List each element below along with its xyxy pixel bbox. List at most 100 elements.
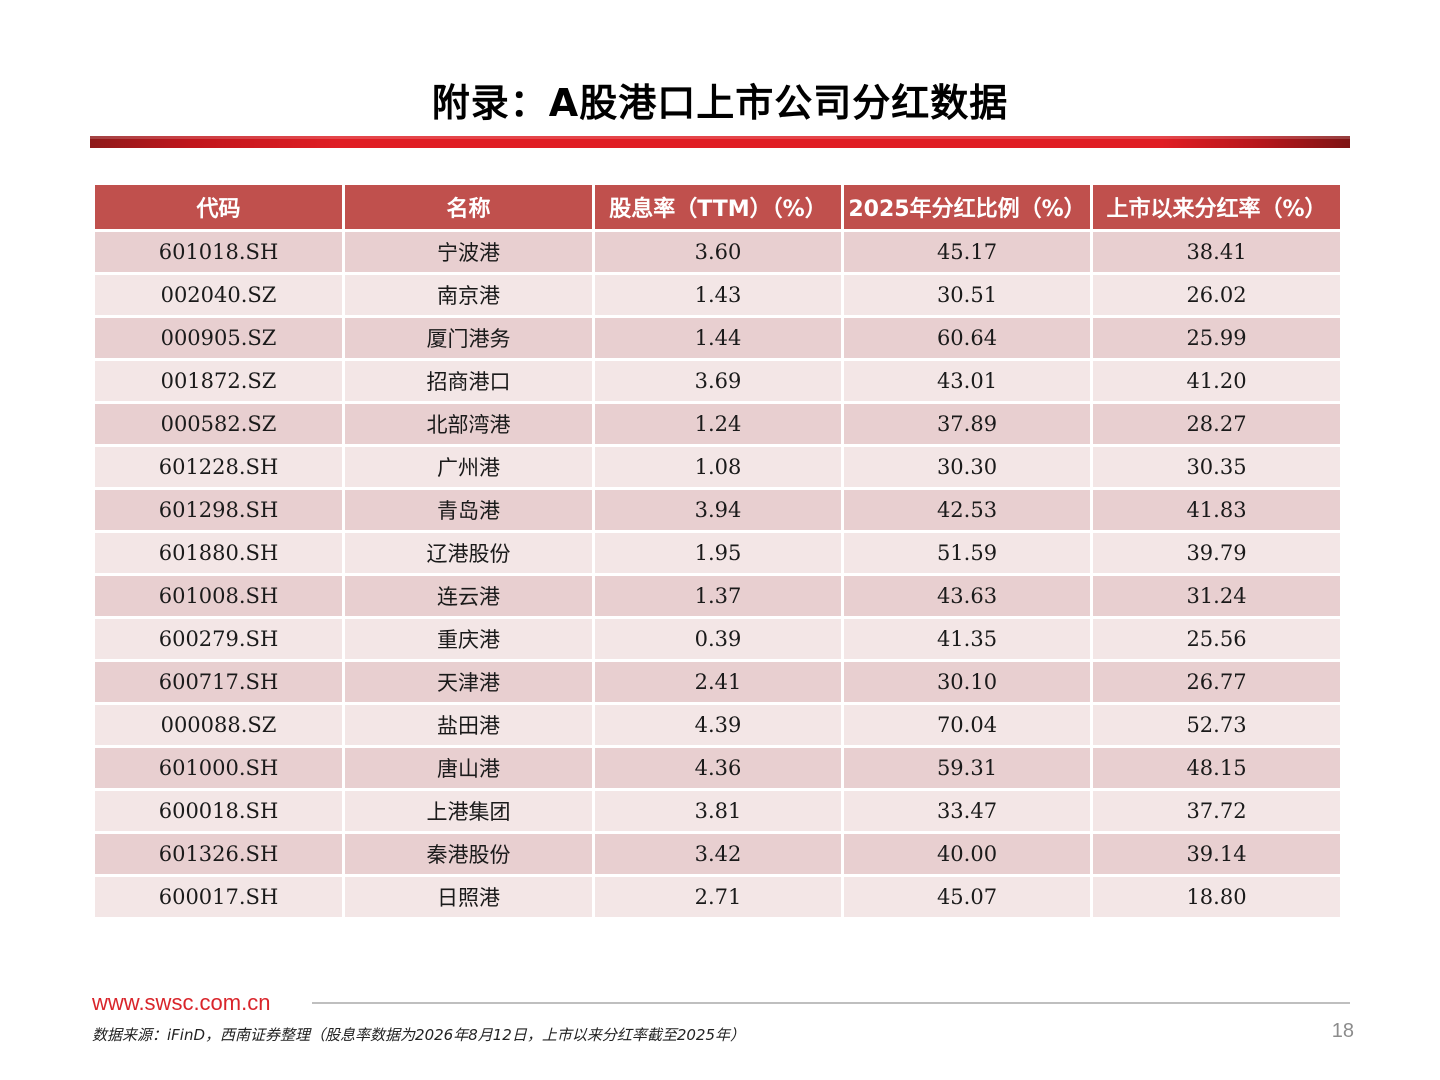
cell-name: 青岛港 [342, 487, 595, 533]
cell-payout-2025: 70.04 [841, 702, 1093, 748]
footer-divider [312, 1002, 1350, 1004]
cell-name: 重庆港 [342, 616, 595, 662]
cell-dividend-yield: 1.24 [592, 401, 844, 447]
cell-payout-since-listing: 39.14 [1090, 831, 1343, 877]
cell-name: 连云港 [342, 573, 595, 619]
cell-name: 天津港 [342, 659, 595, 705]
cell-code: 001872.SZ [92, 358, 345, 404]
cell-payout-2025: 51.59 [841, 530, 1093, 576]
cell-payout-since-listing: 25.56 [1090, 616, 1343, 662]
table-row: 002040.SZ 南京港 1.43 30.51 26.02 [92, 272, 1343, 318]
table-row: 000088.SZ 盐田港 4.39 70.04 52.73 [92, 702, 1343, 748]
header-payout-2025: 2025年分红比例（%） [841, 182, 1093, 232]
cell-payout-2025: 41.35 [841, 616, 1093, 662]
cell-payout-since-listing: 48.15 [1090, 745, 1343, 791]
cell-code: 601326.SH [92, 831, 345, 877]
cell-name: 广州港 [342, 444, 595, 490]
cell-payout-since-listing: 26.77 [1090, 659, 1343, 705]
cell-dividend-yield: 4.39 [592, 702, 844, 748]
cell-name: 秦港股份 [342, 831, 595, 877]
cell-payout-since-listing: 18.80 [1090, 874, 1343, 920]
cell-dividend-yield: 1.43 [592, 272, 844, 318]
dividend-table: 代码 名称 股息率（TTM）（%） 2025年分红比例（%） 上市以来分红率（%… [92, 182, 1343, 920]
cell-payout-since-listing: 26.02 [1090, 272, 1343, 318]
cell-payout-since-listing: 52.73 [1090, 702, 1343, 748]
cell-payout-2025: 43.01 [841, 358, 1093, 404]
cell-code: 000905.SZ [92, 315, 345, 361]
cell-payout-2025: 30.51 [841, 272, 1093, 318]
cell-payout-since-listing: 31.24 [1090, 573, 1343, 619]
table-row: 601326.SH 秦港股份 3.42 40.00 39.14 [92, 831, 1343, 877]
cell-dividend-yield: 3.60 [592, 229, 844, 275]
cell-name: 日照港 [342, 874, 595, 920]
cell-payout-since-listing: 41.83 [1090, 487, 1343, 533]
cell-dividend-yield: 4.36 [592, 745, 844, 791]
cell-dividend-yield: 1.08 [592, 444, 844, 490]
cell-code: 601018.SH [92, 229, 345, 275]
cell-code: 601228.SH [92, 444, 345, 490]
cell-code: 601880.SH [92, 530, 345, 576]
cell-name: 唐山港 [342, 745, 595, 791]
website-url: www.swsc.com.cn [92, 990, 271, 1015]
cell-dividend-yield: 3.94 [592, 487, 844, 533]
cell-dividend-yield: 1.95 [592, 530, 844, 576]
table-row: 001872.SZ 招商港口 3.69 43.01 41.20 [92, 358, 1343, 404]
title-underline-bar [90, 136, 1350, 148]
table-row: 600018.SH 上港集团 3.81 33.47 37.72 [92, 788, 1343, 834]
header-name: 名称 [342, 182, 595, 232]
cell-payout-since-listing: 30.35 [1090, 444, 1343, 490]
cell-code: 600017.SH [92, 874, 345, 920]
cell-payout-since-listing: 28.27 [1090, 401, 1343, 447]
table-row: 000905.SZ 厦门港务 1.44 60.64 25.99 [92, 315, 1343, 361]
table-row: 601018.SH 宁波港 3.60 45.17 38.41 [92, 229, 1343, 275]
cell-code: 600717.SH [92, 659, 345, 705]
cell-name: 厦门港务 [342, 315, 595, 361]
cell-name: 南京港 [342, 272, 595, 318]
cell-payout-2025: 40.00 [841, 831, 1093, 877]
cell-code: 601298.SH [92, 487, 345, 533]
table-row: 601228.SH 广州港 1.08 30.30 30.35 [92, 444, 1343, 490]
cell-payout-2025: 43.63 [841, 573, 1093, 619]
cell-payout-2025: 42.53 [841, 487, 1093, 533]
cell-dividend-yield: 0.39 [592, 616, 844, 662]
cell-code: 601000.SH [92, 745, 345, 791]
cell-payout-2025: 45.17 [841, 229, 1093, 275]
data-source-note: 数据来源：iFinD，西南证券整理（股息率数据为2026年8月12日，上市以来分… [92, 1026, 746, 1044]
cell-dividend-yield: 2.71 [592, 874, 844, 920]
cell-name: 辽港股份 [342, 530, 595, 576]
cell-name: 宁波港 [342, 229, 595, 275]
cell-payout-2025: 30.10 [841, 659, 1093, 705]
cell-payout-2025: 37.89 [841, 401, 1093, 447]
cell-dividend-yield: 3.69 [592, 358, 844, 404]
cell-dividend-yield: 3.42 [592, 831, 844, 877]
table-row: 601000.SH 唐山港 4.36 59.31 48.15 [92, 745, 1343, 791]
cell-code: 000582.SZ [92, 401, 345, 447]
header-dividend-yield: 股息率（TTM）（%） [592, 182, 844, 232]
cell-payout-2025: 59.31 [841, 745, 1093, 791]
cell-payout-since-listing: 38.41 [1090, 229, 1343, 275]
cell-payout-2025: 45.07 [841, 874, 1093, 920]
cell-code: 600018.SH [92, 788, 345, 834]
cell-code: 600279.SH [92, 616, 345, 662]
header-code: 代码 [92, 182, 345, 232]
table-row: 601008.SH 连云港 1.37 43.63 31.24 [92, 573, 1343, 619]
cell-code: 601008.SH [92, 573, 345, 619]
table-row: 000582.SZ 北部湾港 1.24 37.89 28.27 [92, 401, 1343, 447]
page-number: 18 [1331, 1020, 1354, 1042]
cell-payout-2025: 33.47 [841, 788, 1093, 834]
cell-payout-2025: 30.30 [841, 444, 1093, 490]
table-row: 601880.SH 辽港股份 1.95 51.59 39.79 [92, 530, 1343, 576]
cell-dividend-yield: 2.41 [592, 659, 844, 705]
cell-name: 上港集团 [342, 788, 595, 834]
cell-payout-since-listing: 39.79 [1090, 530, 1343, 576]
cell-name: 北部湾港 [342, 401, 595, 447]
cell-dividend-yield: 1.44 [592, 315, 844, 361]
cell-dividend-yield: 1.37 [592, 573, 844, 619]
table-header-row: 代码 名称 股息率（TTM）（%） 2025年分红比例（%） 上市以来分红率（%… [92, 182, 1343, 232]
cell-code: 000088.SZ [92, 702, 345, 748]
cell-code: 002040.SZ [92, 272, 345, 318]
table-row: 601298.SH 青岛港 3.94 42.53 41.83 [92, 487, 1343, 533]
table-row: 600017.SH 日照港 2.71 45.07 18.80 [92, 874, 1343, 920]
cell-name: 盐田港 [342, 702, 595, 748]
page-title: 附录：A股港口上市公司分红数据 [431, 81, 1009, 125]
